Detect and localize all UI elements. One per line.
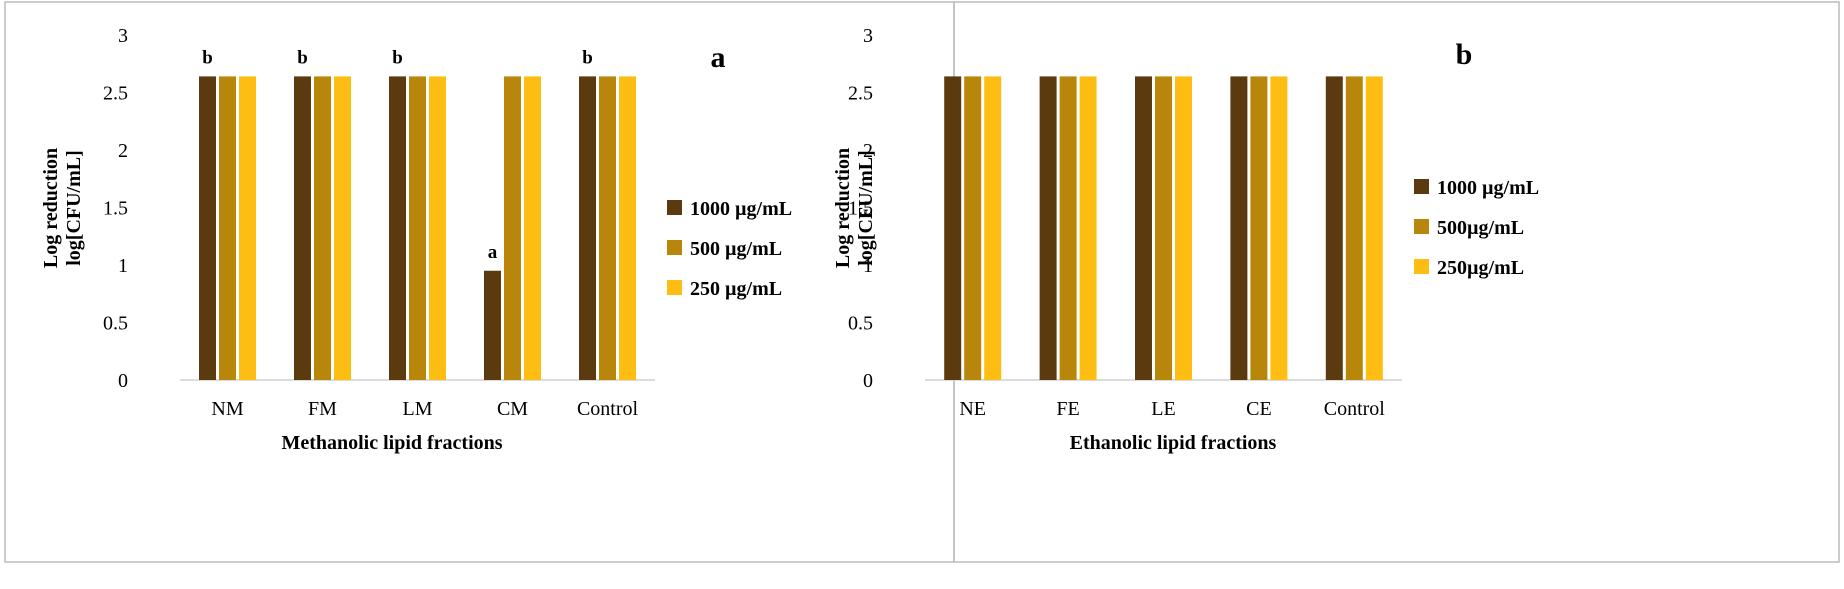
panel-a-y-axis-title: Log reduction bbox=[40, 148, 62, 268]
panel-a-border bbox=[4, 1, 955, 563]
panel-a-bar bbox=[619, 76, 636, 381]
panel-a-bar-annotation: b bbox=[297, 47, 308, 68]
panel-b-bar bbox=[1365, 76, 1383, 381]
panel-a-x-tick-label: FM bbox=[308, 398, 337, 420]
panel-b-legend-swatch bbox=[1414, 179, 1429, 194]
panel-b-bar bbox=[1175, 76, 1192, 381]
panel-a-x-tick-label: LM bbox=[403, 398, 433, 420]
panel-b-bar bbox=[1325, 76, 1343, 381]
panel-a-y-tick-label: 2 bbox=[118, 140, 128, 162]
panel-b-bar bbox=[964, 76, 982, 381]
panel-b-x-tick-label: Control bbox=[1324, 398, 1386, 420]
panel-b-bar bbox=[984, 76, 1002, 381]
panel-a-y-tick-label: 3 bbox=[118, 25, 128, 47]
panel-a-x-tick-label: CM bbox=[497, 398, 528, 420]
panel-a-legend-swatch bbox=[667, 200, 682, 215]
panel-a-x-tick-label: NM bbox=[211, 398, 243, 420]
panel-a-bar bbox=[334, 76, 351, 381]
panel-b-bar bbox=[1059, 76, 1077, 381]
panel-b-bar bbox=[1270, 76, 1288, 381]
panel-b-y-tick-label: 2 bbox=[863, 140, 873, 162]
panel-a-x-axis-title: Methanolic lipid fractions bbox=[281, 432, 502, 454]
panel-a-bar-annotation: b bbox=[202, 47, 213, 68]
panel-a-bar bbox=[389, 76, 406, 381]
panel-a-y-axis-unit-title: log[CFU/mL] bbox=[63, 150, 85, 266]
panel-b-y-axis-unit-title: log[CFU/mL] bbox=[855, 150, 877, 266]
panel-b-bar bbox=[1250, 76, 1268, 381]
panel-b-legend-label: 250µg/mL bbox=[1437, 257, 1524, 279]
panel-a-legend-label: 500 µg/mL bbox=[690, 238, 782, 260]
panel-b-bar bbox=[1079, 76, 1097, 381]
panel-a-y-tick-label: 1 bbox=[118, 255, 128, 277]
panel-b-legend-label: 1000 µg/mL bbox=[1437, 177, 1539, 199]
panel-a-bar bbox=[579, 76, 596, 381]
panel-a-panel-label: a bbox=[711, 41, 726, 74]
panel-b-bar bbox=[1135, 76, 1152, 381]
panel-b-legend-label: 500µg/mL bbox=[1437, 217, 1524, 239]
panel-b-bar bbox=[1345, 76, 1363, 381]
panel-b-y-tick-label: 2.5 bbox=[848, 83, 873, 105]
panel-a-y-tick-label: 0.5 bbox=[103, 313, 128, 335]
panel-a-bar-annotation: b bbox=[582, 47, 593, 68]
panel-a-bar bbox=[599, 76, 616, 381]
panel-b-bar bbox=[1155, 76, 1172, 381]
panel-a-bar bbox=[484, 270, 501, 380]
panel-b-bar bbox=[944, 76, 962, 381]
panel-a-bar bbox=[239, 76, 256, 381]
panel-a-legend-swatch bbox=[667, 280, 682, 295]
panel-a-bar bbox=[524, 76, 541, 381]
panel-b-y-tick-label: 1 bbox=[863, 255, 873, 277]
panel-a-legend-swatch bbox=[667, 240, 682, 255]
panel-b-panel-label: b bbox=[1456, 38, 1473, 71]
panel-a-bar bbox=[219, 76, 236, 381]
panel-a-bar bbox=[199, 76, 216, 381]
panel-b-y-tick-label: 0.5 bbox=[848, 313, 873, 335]
panel-b-x-tick-label: CE bbox=[1246, 398, 1272, 420]
panel-b-legend-swatch bbox=[1414, 219, 1429, 234]
panel-a-x-tick-label: Control bbox=[577, 398, 639, 420]
panel-a-bar bbox=[314, 76, 331, 381]
panel-b-bar bbox=[1230, 76, 1248, 381]
panel-a-legend-label: 1000 µg/mL bbox=[690, 198, 792, 220]
panel-b-x-tick-label: NE bbox=[959, 398, 986, 420]
panel-b-x-tick-label: FE bbox=[1056, 398, 1079, 420]
panel-b-legend-swatch bbox=[1414, 259, 1429, 274]
panel-b-bar bbox=[1039, 76, 1057, 381]
panel-b-y-tick-label: 3 bbox=[863, 25, 873, 47]
panel-b-y-tick-label: 0 bbox=[863, 370, 873, 392]
panel-b-y-axis-title: Log reduction bbox=[832, 148, 854, 268]
panel-a-bar-annotation: b bbox=[392, 47, 403, 68]
panel-b-x-axis-title: Ethanolic lipid fractions bbox=[1070, 432, 1277, 454]
panel-a-bar bbox=[429, 76, 446, 381]
panel-a-bar bbox=[294, 76, 311, 381]
panel-a-y-tick-label: 0 bbox=[118, 370, 128, 392]
panel-b-y-tick-label: 1.5 bbox=[848, 198, 873, 220]
panel-a-y-tick-label: 1.5 bbox=[103, 198, 128, 220]
panel-a-legend-label: 250 µg/mL bbox=[690, 278, 782, 300]
panel-a-bar bbox=[504, 76, 521, 381]
panel-a-bar-annotation: a bbox=[488, 242, 498, 263]
panel-a-bar bbox=[409, 76, 426, 381]
panel-a-y-tick-label: 2.5 bbox=[103, 83, 128, 105]
panel-b-x-tick-label: LE bbox=[1151, 398, 1175, 420]
